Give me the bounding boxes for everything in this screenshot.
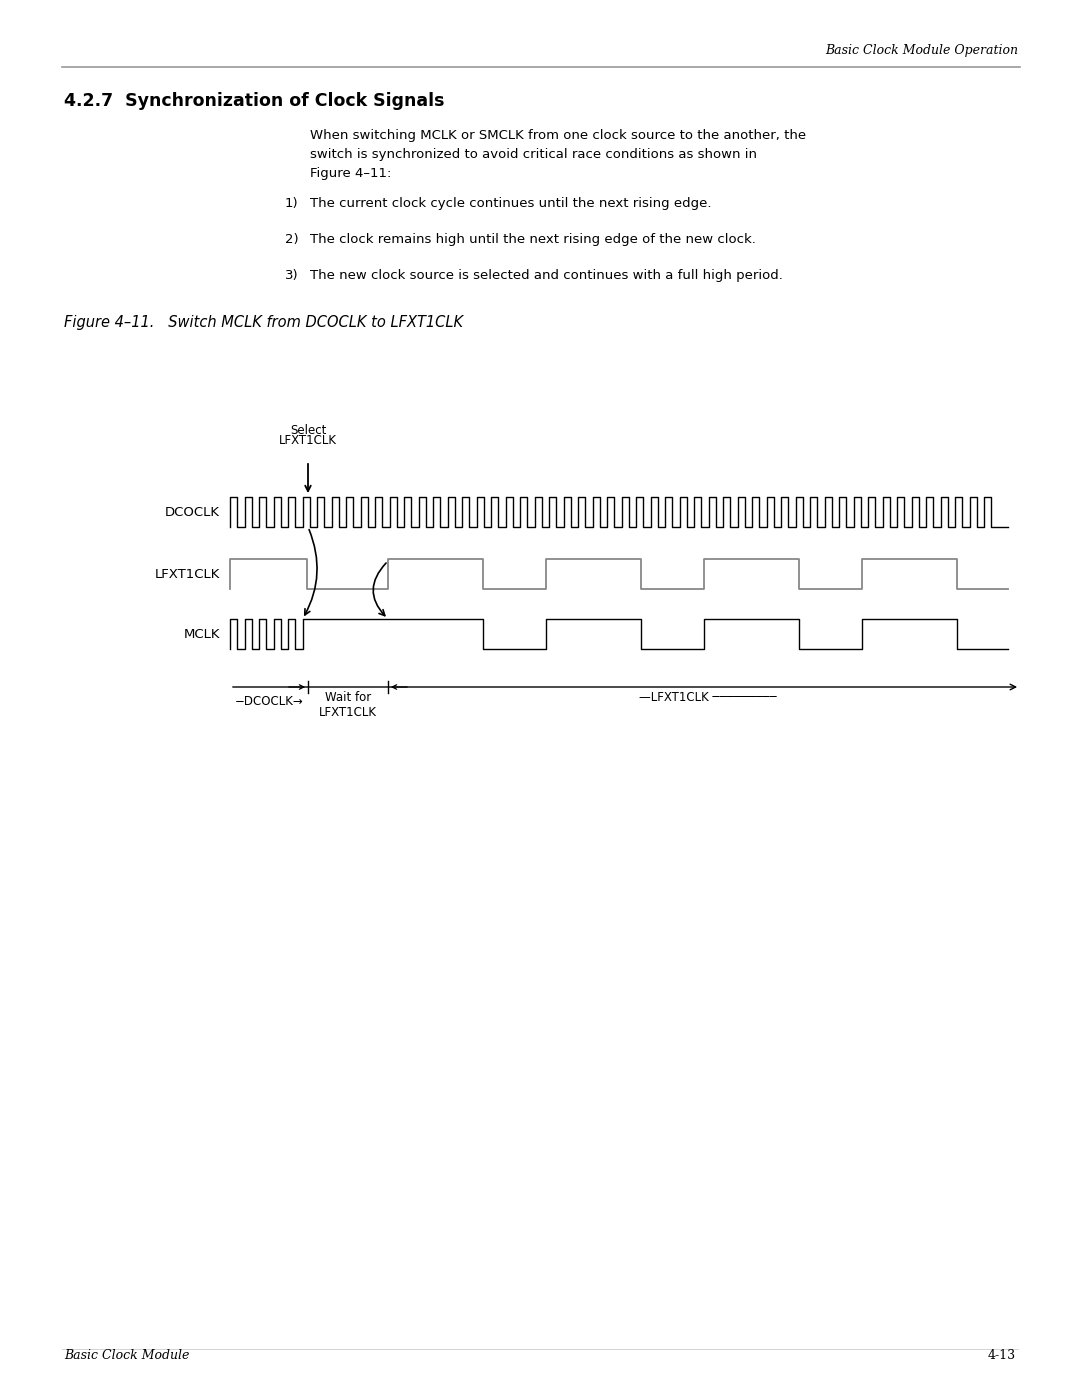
Text: Basic Clock Module: Basic Clock Module — [64, 1350, 189, 1362]
Text: MCLK: MCLK — [184, 627, 220, 640]
Text: —LFXT1CLK ─────────: —LFXT1CLK ───────── — [639, 692, 777, 704]
Text: When switching MCLK or SMCLK from one clock source to the another, the: When switching MCLK or SMCLK from one cl… — [310, 129, 806, 142]
Text: Wait for
LFXT1CLK: Wait for LFXT1CLK — [319, 692, 377, 719]
Text: 2): 2) — [285, 233, 299, 246]
Text: 3): 3) — [285, 270, 299, 282]
Text: Select: Select — [289, 425, 326, 437]
Text: LFXT1CLK: LFXT1CLK — [279, 434, 337, 447]
Text: 4-13: 4-13 — [988, 1350, 1016, 1362]
Text: The clock remains high until the next rising edge of the new clock.: The clock remains high until the next ri… — [310, 233, 756, 246]
Text: Figure 4–11.   Switch MCLK from DCOCLK to LFXT1CLK: Figure 4–11. Switch MCLK from DCOCLK to … — [64, 314, 463, 330]
Text: DCOCLK: DCOCLK — [165, 506, 220, 518]
Text: switch is synchronized to avoid critical race conditions as shown in: switch is synchronized to avoid critical… — [310, 148, 757, 161]
Text: The current clock cycle continues until the next rising edge.: The current clock cycle continues until … — [310, 197, 712, 210]
Text: 4.2.7  Synchronization of Clock Signals: 4.2.7 Synchronization of Clock Signals — [64, 92, 445, 110]
Text: LFXT1CLK: LFXT1CLK — [154, 567, 220, 581]
Text: The new clock source is selected and continues with a full high period.: The new clock source is selected and con… — [310, 270, 783, 282]
Text: 1): 1) — [285, 197, 299, 210]
Text: −DCOCLK→: −DCOCLK→ — [234, 694, 303, 708]
Text: Figure 4–11:: Figure 4–11: — [310, 168, 391, 180]
Text: Basic Clock Module Operation: Basic Clock Module Operation — [825, 43, 1018, 57]
